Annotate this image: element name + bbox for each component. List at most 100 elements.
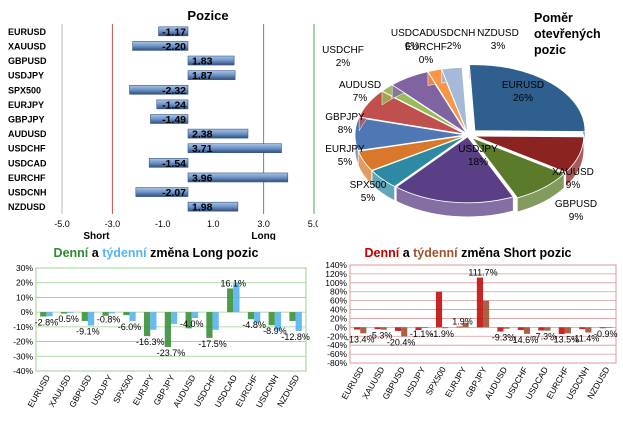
bar-weekly (380, 327, 387, 330)
pie-slice-name: USDCHF (322, 45, 364, 56)
pozice-value-label: -1.49 (162, 114, 186, 126)
bar-daily (102, 312, 109, 316)
data-label: -4.8% (242, 320, 266, 330)
bar-daily (579, 327, 586, 330)
data-label: -17.5% (198, 339, 227, 349)
bar-daily (164, 312, 171, 348)
pie-slice-pct: 0% (419, 55, 434, 66)
pozice-category-label: AUDUSD (8, 129, 47, 139)
chart-title: Denní a týdenní změna Short pozic (365, 246, 572, 260)
data-label: -8.9% (263, 326, 287, 336)
pozice-value-label: 1.83 (192, 56, 213, 68)
bar-weekly (67, 312, 74, 313)
y-tick-label: 30% (16, 263, 33, 273)
bar-daily (40, 312, 47, 317)
y-tick-label: -20% (327, 331, 347, 341)
pozice-category-label: USDJPY (8, 71, 44, 81)
bar-daily (354, 327, 361, 330)
bar-daily (123, 312, 130, 316)
pie-slice-name: NZDUSD (477, 28, 519, 39)
bar-weekly (462, 322, 469, 328)
bar-daily (558, 327, 565, 335)
pie-slice (354, 117, 466, 152)
pozice-value-label: -1.24 (162, 99, 186, 111)
pozice-title: Pozice (187, 8, 228, 23)
pozice-bar (150, 114, 189, 124)
bar-weekly (150, 312, 157, 330)
y-tick-label: 100% (325, 278, 347, 288)
bar-daily (435, 291, 443, 328)
bar-daily (517, 327, 524, 331)
data-label: -1.9% (430, 329, 454, 339)
pie-slice-name: EURUSD (502, 80, 544, 91)
pie-slice-pct: 3% (491, 41, 506, 52)
bar-weekly (274, 312, 282, 330)
data-label: -7.3% (533, 332, 557, 342)
pozice-x-tick: 5.0 (308, 219, 318, 229)
pozice-x-tick: 1.0 (207, 219, 220, 229)
pie-slice-name: GBPUSD (555, 199, 597, 210)
pozice-long-annotation: Long (251, 231, 275, 240)
data-label: -6.0% (118, 322, 142, 332)
y-tick-label: -40% (13, 366, 33, 376)
pozice-category-label: EURJPY (8, 100, 44, 110)
pozice-bar (156, 99, 189, 110)
pozice-category-label: SPX500 (8, 85, 41, 95)
data-label: -13.5% (551, 334, 580, 344)
bar-daily (185, 312, 192, 329)
pie-slice-name: GBPJPY (325, 112, 365, 123)
pozice-x-tick: 3.0 (257, 219, 270, 229)
bar-daily (206, 312, 213, 338)
bar-weekly (523, 327, 531, 334)
data-label: -16.3% (136, 337, 165, 347)
bar-daily (476, 277, 483, 328)
bar-daily (227, 288, 234, 313)
data-label: -9.3% (492, 333, 516, 343)
pie-title-line: Poměr (534, 11, 573, 25)
pozice-value-label: -1.54 (162, 158, 186, 170)
bar-weekly (108, 312, 115, 314)
pie-slice-pct: 26% (513, 93, 533, 104)
pomer-pie-chart: Poměr otevřených pozic EURUSD 26% XAUUSD 9% GBP… (322, 11, 601, 223)
y-tick-label: 20% (16, 278, 33, 288)
pozice-category-label: GBPJPY (8, 115, 45, 125)
bar-weekly (212, 312, 219, 330)
bar-weekly (191, 312, 198, 319)
bar-daily (415, 327, 422, 331)
data-label: -11.4% (571, 333, 599, 343)
chart-title-part: změna Short pozic (458, 246, 572, 260)
pozice-value-label: -2.20 (162, 41, 186, 53)
pozice-x-tick: -3.0 (105, 219, 121, 229)
data-label: 111.7% (468, 268, 497, 278)
chart-title-part: týdenní (413, 246, 458, 260)
long-chart-panel: Denní a týdenní změna Long pozic -40% -30%… (0, 240, 312, 422)
pie-slice-pct: 5% (338, 157, 353, 168)
data-label: -9.1% (76, 327, 100, 337)
data-label: -0.5% (55, 314, 79, 324)
bar-weekly (401, 327, 408, 337)
bar-daily (538, 327, 545, 331)
pie-slice (371, 135, 466, 187)
bar-daily (599, 327, 606, 329)
pie-slice-pct: 2% (336, 58, 351, 69)
bar-weekly (483, 300, 490, 328)
pie-slice-name: XAUUSD (552, 167, 594, 178)
long-change-chart: Denní a týdenní změna Long pozic -40% -30%… (13, 246, 310, 410)
data-label: -4.0% (180, 319, 204, 329)
bar-daily (456, 326, 463, 328)
data-label: -2.8% (35, 317, 59, 327)
y-tick-label: 80% (330, 287, 347, 297)
y-tick-label: -10% (13, 322, 33, 332)
data-label: -5.3% (369, 331, 393, 341)
bar-weekly (87, 312, 95, 326)
pozice-value-label: 3.96 (192, 172, 213, 184)
pozice-category-label: USDCHF (8, 144, 46, 154)
pozice-x-tick: -5.0 (54, 219, 70, 229)
data-label: -20.4% (387, 337, 416, 347)
pozice-category-label: USDCNH (8, 188, 47, 198)
pozice-bar (135, 187, 189, 197)
chart-title: Denní a týdenní změna Long pozic (54, 246, 259, 260)
pie-slice (469, 64, 586, 132)
y-tick-label: 60% (330, 296, 347, 306)
short-chart-panel: Denní a týdenní změna Short pozic -80% -60… (312, 240, 623, 422)
